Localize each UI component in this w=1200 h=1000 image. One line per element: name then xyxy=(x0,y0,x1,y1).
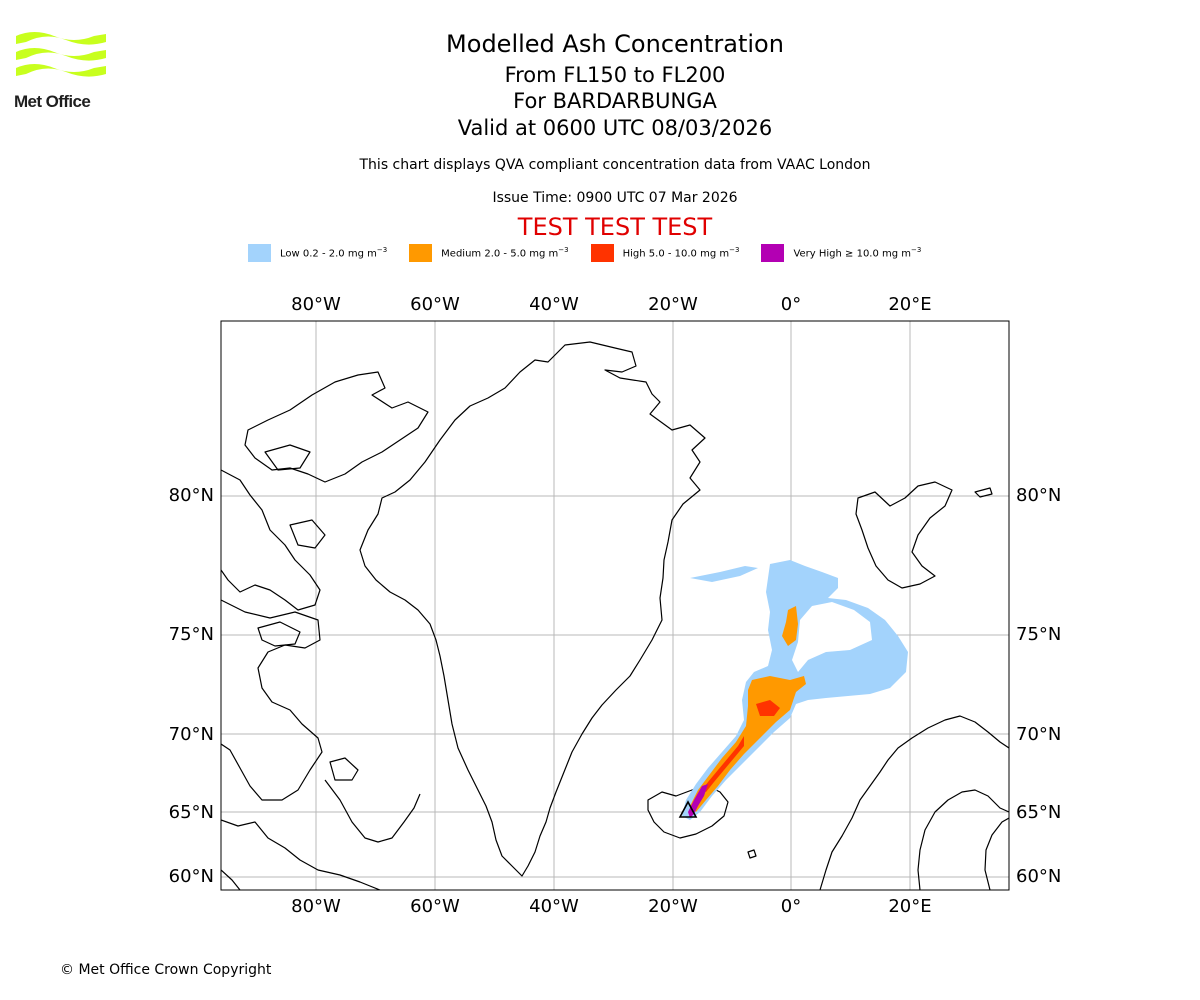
met-office-logo-icon xyxy=(16,32,106,77)
lon-label-top: 20°W xyxy=(648,294,698,315)
ash-low-fleck xyxy=(690,566,758,582)
faroe-coastline xyxy=(747,849,757,859)
ash-plume xyxy=(682,560,908,820)
lat-label-left: 75°N xyxy=(169,624,214,645)
legend-label-very-high: Very High ≥ 10.0 mg m−3 xyxy=(793,246,922,260)
lat-label-right: 70°N xyxy=(1016,724,1061,745)
gridlines xyxy=(221,321,1009,890)
logo-text: Met Office xyxy=(14,92,91,111)
lat-label-right: 65°N xyxy=(1016,802,1061,823)
lat-labels-left: 80°N 75°N 70°N 65°N 60°N xyxy=(169,485,214,887)
lon-label-top: 80°W xyxy=(291,294,341,315)
lon-label-bottom: 20°W xyxy=(648,896,698,917)
ellesmere-island-coastline xyxy=(244,371,429,483)
svalbard-coastline xyxy=(855,481,953,589)
test-banner: TEST TEST TEST xyxy=(517,213,713,241)
labrador-coastline xyxy=(221,819,381,890)
legend-swatch-very-high xyxy=(761,244,785,262)
legend-swatch-medium xyxy=(409,244,433,262)
island-a-coastline xyxy=(257,621,301,647)
ash-low-gap xyxy=(792,602,872,672)
lon-label-bottom: 0° xyxy=(781,896,801,917)
lat-label-left: 80°N xyxy=(169,485,214,506)
ash-medium-region xyxy=(690,676,806,812)
chart-title: Modelled Ash Concentration xyxy=(446,30,784,58)
lon-label-bottom: 80°W xyxy=(291,896,341,917)
legend-label-medium: Medium 2.0 - 5.0 mg m−3 xyxy=(441,246,569,260)
lon-label-top: 20°E xyxy=(888,294,931,315)
coastlines xyxy=(221,341,1009,890)
ash-medium-north xyxy=(782,606,798,646)
lon-labels-bottom: 80°W 60°W 40°W 20°W 0° 20°E xyxy=(291,896,931,917)
legend-item-low: Low 0.2 - 2.0 mg m−3 xyxy=(248,244,387,262)
lon-label-bottom: 40°W xyxy=(529,896,579,917)
legend: Low 0.2 - 2.0 mg m−3 Medium 2.0 - 5.0 mg… xyxy=(248,244,943,262)
legend-item-very-high: Very High ≥ 10.0 mg m−3 xyxy=(761,244,921,262)
island-c-coastline xyxy=(264,444,311,471)
legend-item-medium: Medium 2.0 - 5.0 mg m−3 xyxy=(409,244,569,262)
lon-label-top: 40°W xyxy=(529,294,579,315)
volcano-marker-icon xyxy=(678,800,698,818)
legend-item-high: High 5.0 - 10.0 mg m−3 xyxy=(590,244,740,262)
lat-label-left: 65°N xyxy=(169,802,214,823)
valid-time: Valid at 0600 UTC 08/03/2026 xyxy=(457,116,773,140)
greenland-coastline xyxy=(359,341,706,877)
norway-coastline xyxy=(819,715,1009,890)
ash-high-region xyxy=(756,700,780,716)
volcano-name: For BARDARBUNGA xyxy=(513,89,717,113)
copyright: © Met Office Crown Copyright xyxy=(60,962,272,978)
hudson-coast-coastline xyxy=(221,869,241,890)
legend-label-high: High 5.0 - 10.0 mg m−3 xyxy=(622,246,740,260)
ash-high-streak xyxy=(702,736,744,792)
lat-label-left: 60°N xyxy=(169,866,214,887)
island-b-coastline xyxy=(289,519,326,549)
legend-swatch-low xyxy=(248,244,271,262)
sweden-inland-coastline xyxy=(917,789,1009,890)
issue-time: Issue Time: 0900 UTC 07 Mar 2026 xyxy=(492,190,738,206)
lon-labels-top: 80°W 60°W 40°W 20°W 0° 20°E xyxy=(291,294,931,315)
baffin-island-coastline xyxy=(221,599,323,801)
lon-label-bottom: 20°E xyxy=(888,896,931,917)
legend-swatch-high xyxy=(590,244,614,262)
ungava-coastline xyxy=(324,779,421,843)
flight-level: From FL150 to FL200 xyxy=(504,63,726,87)
lat-labels-right: 80°N 75°N 70°N 65°N 60°N xyxy=(1016,485,1061,887)
lat-label-left: 70°N xyxy=(169,724,214,745)
lat-label-right: 75°N xyxy=(1016,624,1061,645)
chart-description: This chart displays QVA compliant concen… xyxy=(359,157,871,173)
lon-label-bottom: 60°W xyxy=(410,896,460,917)
baltic-coastline xyxy=(984,817,1009,890)
lon-label-top: 60°W xyxy=(410,294,460,315)
baffin-coast-coastline xyxy=(221,469,321,611)
map-frame xyxy=(220,320,1010,891)
iceland-coastline xyxy=(647,785,729,839)
lat-label-right: 60°N xyxy=(1016,866,1061,887)
nordaustlandet-coastline xyxy=(974,487,993,498)
legend-label-low: Low 0.2 - 2.0 mg m−3 xyxy=(280,246,388,260)
southampton-coastline xyxy=(329,757,359,781)
ash-very-high-region xyxy=(688,784,708,818)
lon-label-top: 0° xyxy=(781,294,801,315)
lat-label-right: 80°N xyxy=(1016,485,1061,506)
